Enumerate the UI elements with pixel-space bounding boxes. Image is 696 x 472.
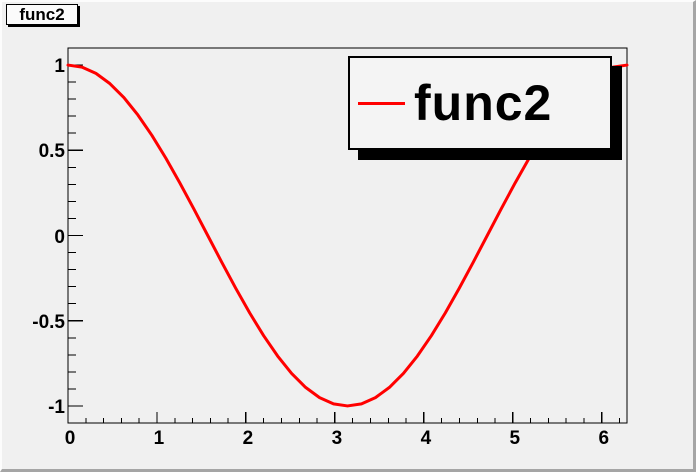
title-pave-label: func2 bbox=[19, 4, 65, 24]
x-tick-label: 2 bbox=[242, 428, 254, 449]
y-tick-label: -1 bbox=[48, 396, 65, 418]
y-tick-label: -0.5 bbox=[32, 311, 65, 333]
x-tick-label: 3 bbox=[331, 428, 343, 449]
x-tick-label: 0 bbox=[64, 428, 76, 449]
legend-box: func2 bbox=[348, 56, 612, 150]
function-curve-func2 bbox=[66, 63, 629, 408]
y-tick-label: 1 bbox=[54, 56, 65, 78]
x-tick-label: 6 bbox=[598, 428, 610, 449]
x-tick-label: 1 bbox=[153, 428, 165, 449]
y-tick-label: 0 bbox=[54, 226, 65, 248]
legend-line-sample bbox=[358, 101, 405, 105]
y-tick-label: 0.5 bbox=[38, 141, 65, 163]
x-tick-label: 5 bbox=[509, 428, 521, 449]
x-tick-label: 4 bbox=[420, 428, 432, 449]
legend-entry-label: func2 bbox=[414, 75, 553, 131]
title-pave: func2 bbox=[6, 4, 78, 25]
